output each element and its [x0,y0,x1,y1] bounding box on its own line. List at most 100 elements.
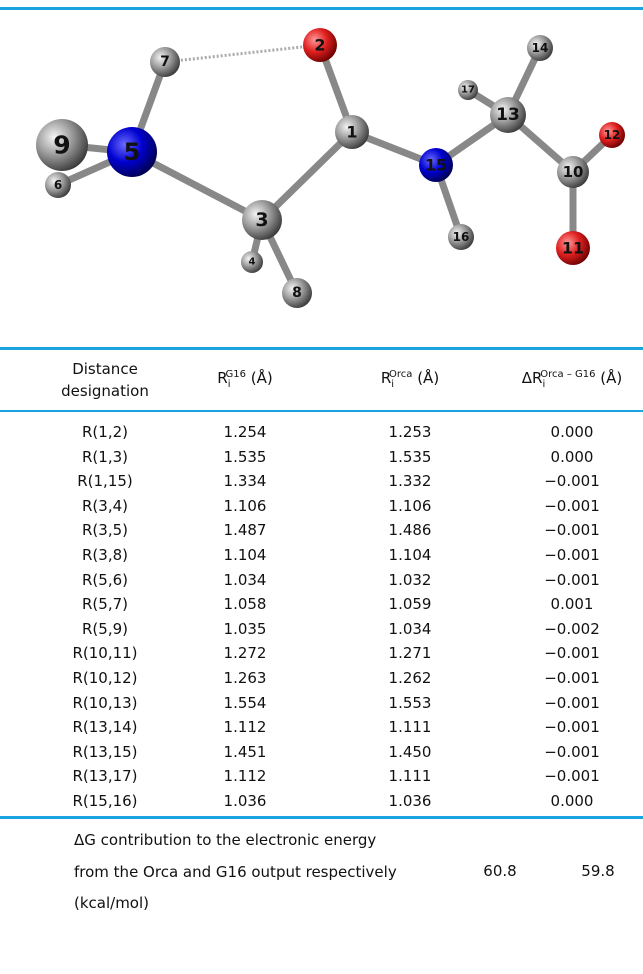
table-cell: R(1,3) [82,448,128,466]
table-cell: 1.451 [224,743,267,761]
atom-label: 3 [255,209,268,231]
table-cell: 1.035 [224,620,267,638]
table-cell: 1.106 [389,497,432,515]
table-cell: 1.111 [389,718,432,736]
table-cell: 1.253 [389,423,432,441]
table-cell: 0.000 [551,448,594,466]
table-cell: 1.535 [224,448,267,466]
table-cell: 1.112 [224,767,267,785]
atom-label: 16 [453,230,470,244]
header-tail: (Å) [412,369,439,387]
hydrogen-bond [165,45,320,62]
column-header: ΔRiOrca – G16 (Å) [482,364,643,396]
table-cell: 1.036 [224,792,267,810]
atom-label: 7 [160,54,170,70]
atom-label: 11 [562,239,584,258]
table-cell: 1.450 [389,743,432,761]
table-cell: R(13,14) [72,718,137,736]
table-cell: 1.553 [389,694,432,712]
table-cell: 1.334 [224,472,267,490]
table-cell: R(3,5) [82,521,128,539]
table-cell: 1.034 [224,571,267,589]
table-cell: 1.487 [224,521,267,539]
table-cell: R(10,13) [72,694,137,712]
footer-value: 60.8 [483,862,516,880]
table-cell: −0.001 [544,546,600,564]
atom-label: 12 [604,128,621,142]
page: 1746121416781012111513359 Distance desig… [0,0,643,974]
table-cell: 1.106 [224,497,267,515]
table-cell: R(13,15) [72,743,137,761]
footer-text: from the Orca and G16 output respectivel… [74,863,397,881]
atom-label: 13 [496,105,520,125]
table-cell: R(10,11) [72,644,137,662]
header-sub: i [542,379,545,390]
table-cell: R(5,9) [82,620,128,638]
footer-text: ΔG contribution to the electronic energy [74,831,376,849]
table-cell: −0.001 [544,571,600,589]
atom-label: 10 [563,163,584,181]
atom-label: 17 [461,85,475,96]
table-cell: −0.001 [544,669,600,687]
table-cell: 1.036 [389,792,432,810]
table-cell: 1.058 [224,595,267,613]
atom-label: 4 [249,257,256,268]
table-cell: −0.001 [544,497,600,515]
table-cell: 1.059 [389,595,432,613]
header-sup: Orca – G16 [540,369,595,380]
atom-label: 1 [346,123,357,142]
atom-label: 5 [124,138,141,166]
table-bottom-rule [0,816,643,819]
table-cell: 1.032 [389,571,432,589]
table-cell: R(5,6) [82,571,128,589]
table-cell: 1.262 [389,669,432,687]
atom-label: 6 [54,178,62,192]
table-cell: 1.254 [224,423,267,441]
table-cell: 1.554 [224,694,267,712]
table-cell: 1.104 [389,546,432,564]
table-cell: −0.001 [544,767,600,785]
table-cell: 1.263 [224,669,267,687]
table-cell: R(5,7) [82,595,128,613]
header-tail: (Å) [595,369,622,387]
header-sub: i [391,379,394,390]
table-cell: 1.034 [389,620,432,638]
table-cell: R(15,16) [72,792,137,810]
table-cell: −0.001 [544,521,600,539]
table-cell: 0.000 [551,423,594,441]
table-cell: 1.272 [224,644,267,662]
table-cell: −0.002 [544,620,600,638]
table-cell: −0.001 [544,718,600,736]
table-cell: R(10,12) [72,669,137,687]
table-cell: 1.112 [224,718,267,736]
table-cell: R(13,17) [72,767,137,785]
table-cell: 1.104 [224,546,267,564]
table-cell: −0.001 [544,472,600,490]
table-cell: 1.486 [389,521,432,539]
table-cell: 1.332 [389,472,432,490]
footer-value: 59.8 [581,862,614,880]
header-sup: G16 [226,369,246,380]
table-cell: −0.001 [544,644,600,662]
atom-label: 14 [532,41,549,55]
header-tail: (Å) [246,369,273,387]
table-cell: 1.535 [389,448,432,466]
table-cell: 0.001 [551,595,594,613]
table-cell: −0.001 [544,743,600,761]
table-cell: 1.271 [389,644,432,662]
column-header: RiG16 (Å) [155,364,335,396]
table-cell: R(3,4) [82,497,128,515]
table-cell: R(1,15) [77,472,133,490]
atom-label: 2 [314,36,325,55]
top-rule [0,7,643,10]
table-cell: R(1,2) [82,423,128,441]
table-cell: 0.000 [551,792,594,810]
footer-text: (kcal/mol) [74,894,149,912]
atom-label: 15 [425,156,447,175]
column-header: RiOrca (Å) [320,364,500,396]
column-header: Distance designation [45,358,165,402]
header-rule [0,410,643,412]
header-sup: Orca [389,369,412,380]
atom-label: 8 [292,285,302,301]
